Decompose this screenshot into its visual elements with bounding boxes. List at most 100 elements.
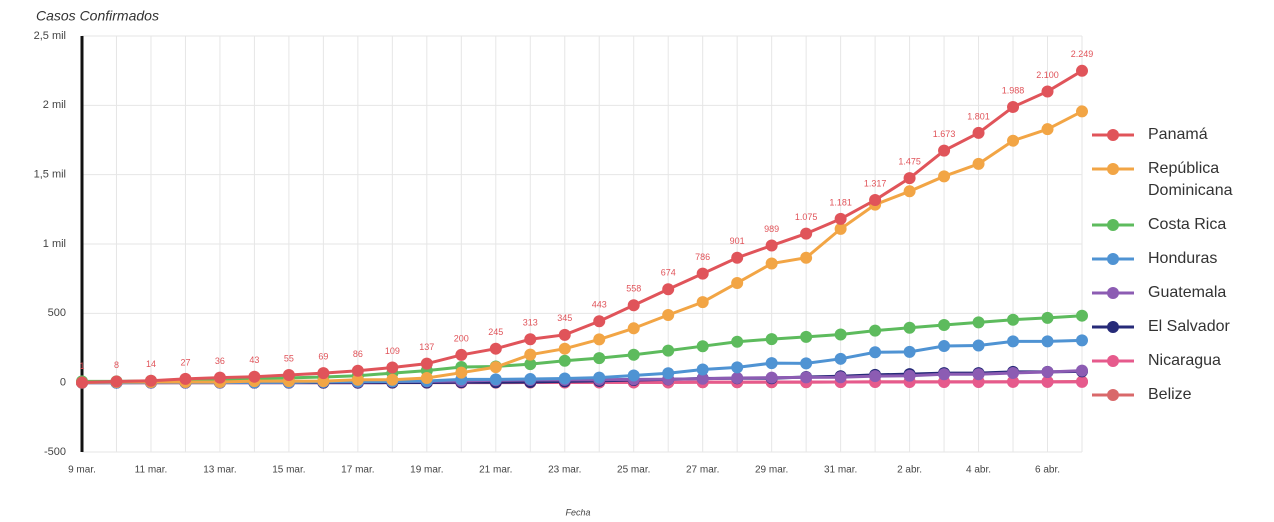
legend-swatch: [1092, 253, 1134, 265]
data-point: [696, 340, 709, 353]
data-point: [696, 372, 709, 385]
data-point: [76, 376, 88, 389]
data-point: [696, 296, 709, 309]
data-label: 8: [114, 360, 119, 370]
x-tick-label: 17 mar.: [341, 465, 374, 476]
data-point: [869, 194, 882, 207]
data-point: [489, 373, 502, 386]
data-label: 1.317: [864, 178, 887, 188]
data-point: [110, 375, 123, 388]
data-point: [765, 357, 778, 370]
data-point: [903, 172, 916, 185]
data-point: [627, 322, 640, 335]
data-point: [903, 369, 916, 382]
x-tick-label: 27 mar.: [686, 465, 719, 476]
data-label: 1.181: [829, 197, 852, 207]
data-point: [1076, 309, 1088, 322]
data-point: [834, 371, 847, 384]
data-point: [696, 363, 709, 376]
data-point: [938, 144, 951, 157]
data-point: [800, 251, 813, 264]
legend-label: República Dominicana: [1148, 160, 1233, 199]
y-tick-label: 2,5 mil: [34, 30, 66, 42]
legend-marker: [1107, 287, 1119, 299]
data-label: 901: [730, 236, 745, 246]
x-axis-label: Fecha: [565, 507, 590, 517]
legend-marker: [1107, 389, 1119, 401]
data-label: 43: [249, 355, 259, 365]
data-point: [627, 369, 640, 382]
data-label: 245: [488, 327, 503, 337]
data-point: [1007, 134, 1020, 147]
legend-item: Honduras: [1090, 248, 1270, 270]
data-point: [524, 348, 537, 361]
data-point: [731, 335, 744, 348]
data-label: 313: [523, 318, 538, 328]
data-point: [1076, 375, 1088, 388]
data-point: [800, 371, 813, 384]
data-label: 109: [385, 346, 400, 356]
data-label: 1: [79, 361, 84, 371]
x-tick-label: 9 mar.: [68, 465, 96, 476]
data-label: 27: [180, 357, 190, 367]
x-tick-label: 29 mar.: [755, 465, 788, 476]
legend-item: El Salvador: [1090, 316, 1270, 338]
x-tick-label: 15 mar.: [272, 465, 305, 476]
data-point: [1076, 364, 1088, 377]
data-label: 86: [353, 349, 363, 359]
data-label: 443: [592, 300, 607, 310]
data-label: 558: [626, 284, 641, 294]
data-label: 36: [215, 356, 225, 366]
y-tick-label: 500: [48, 307, 66, 319]
data-point: [1041, 85, 1054, 98]
legend-swatch: [1092, 321, 1134, 333]
x-tick-label: 11 mar.: [135, 465, 168, 476]
data-point: [834, 328, 847, 341]
data-point: [317, 367, 330, 380]
legend-label: Panamá: [1148, 126, 1208, 143]
data-point: [1076, 334, 1088, 347]
data-point: [938, 318, 951, 331]
data-point: [455, 366, 468, 379]
data-label: 14: [146, 359, 156, 369]
legend-marker: [1107, 321, 1119, 333]
data-point: [662, 283, 675, 296]
data-point: [1007, 375, 1020, 388]
legend-swatch: [1092, 287, 1134, 299]
x-tick-label: 19 mar.: [410, 465, 443, 476]
legend: Panamá República Dominicana Costa Rica Hond…: [1090, 124, 1270, 418]
data-point: [731, 371, 744, 384]
data-point: [213, 371, 226, 384]
x-tick-label: 2 abr.: [897, 465, 922, 476]
data-point: [834, 352, 847, 365]
data-point: [869, 370, 882, 383]
data-point: [627, 348, 640, 361]
data-label: 137: [419, 342, 434, 352]
legend-swatch: [1092, 163, 1134, 175]
legend-label: Honduras: [1148, 250, 1218, 267]
legend-swatch: [1092, 389, 1134, 401]
data-point: [1007, 335, 1020, 348]
data-point: [1041, 123, 1054, 136]
data-point: [593, 333, 606, 346]
data-point: [144, 374, 157, 387]
data-label: 55: [284, 353, 294, 363]
data-point: [869, 346, 882, 359]
data-point: [1041, 335, 1054, 348]
data-point: [489, 342, 502, 355]
legend-label: El Salvador: [1148, 318, 1230, 335]
data-point: [869, 324, 882, 337]
data-point: [834, 212, 847, 225]
data-point: [938, 170, 951, 183]
data-point: [800, 330, 813, 343]
x-tick-label: 23 mar.: [548, 465, 581, 476]
legend-marker: [1107, 253, 1119, 265]
data-label: 345: [557, 313, 572, 323]
x-tick-label: 25 mar.: [617, 465, 650, 476]
data-point: [558, 354, 571, 367]
x-tick-label: 6 abr.: [1035, 465, 1060, 476]
data-point: [351, 364, 364, 377]
data-label: 1.673: [933, 129, 956, 139]
legend-item: Belize: [1090, 384, 1270, 406]
data-point: [731, 276, 744, 289]
